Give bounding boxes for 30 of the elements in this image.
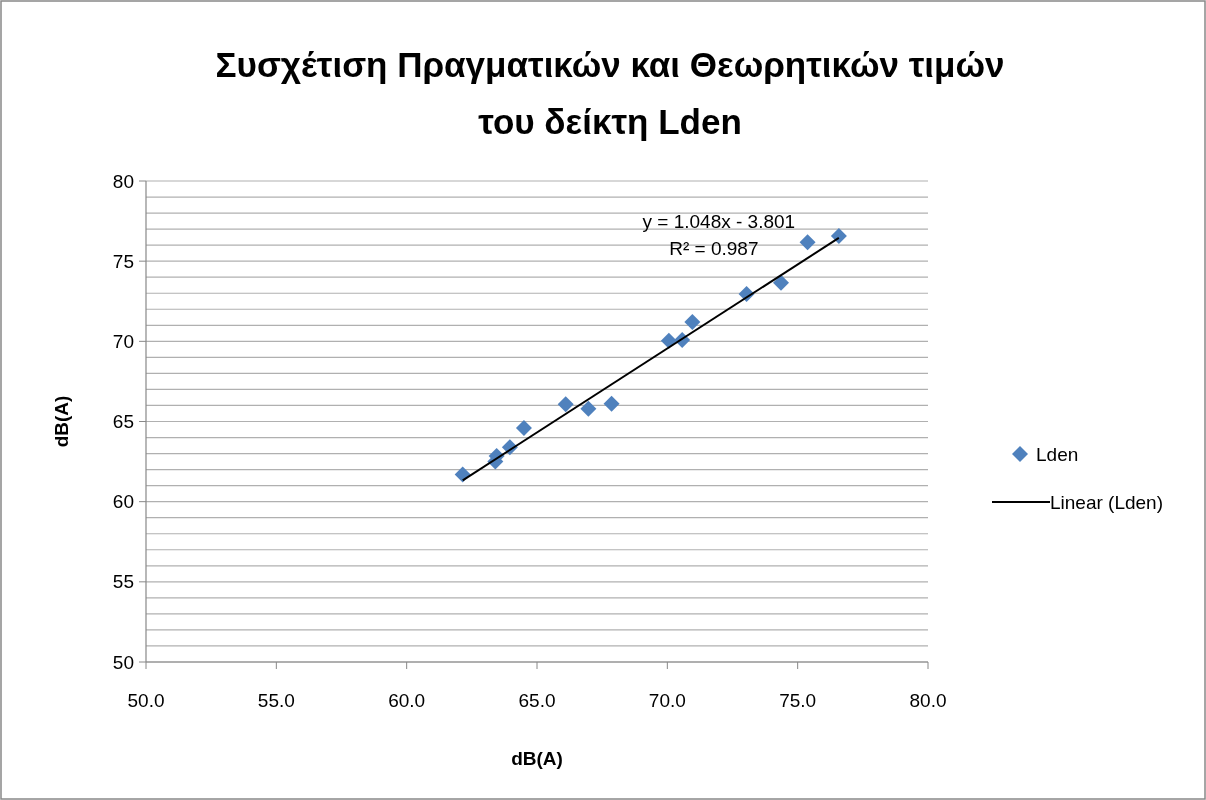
- point: [772, 274, 789, 291]
- point: [557, 396, 574, 413]
- x-tick-label: 75.0: [779, 690, 817, 711]
- y-tick-label: 75: [112, 250, 134, 272]
- x-tick-label: 65.0: [518, 690, 556, 711]
- y-tick-label: 80: [112, 170, 134, 192]
- y-tick-label: 65: [112, 411, 134, 433]
- y-tick-label: 50: [112, 651, 134, 673]
- chart-title: Συσχέτιση Πραγματικών και Θεωρητικών τιμών του δείκτη Lden: [215, 45, 1005, 141]
- y-tick-label: 55: [112, 571, 134, 593]
- y-axis-title: dB(A): [51, 395, 72, 448]
- x-tick-label: 50.0: [127, 690, 165, 711]
- x-tick-label: 80.0: [909, 690, 947, 711]
- legend-label: Lden: [1036, 443, 1079, 465]
- x-tick-label: 60.0: [388, 690, 426, 711]
- point: [580, 400, 597, 417]
- annotation: R² = 0.987: [669, 237, 759, 259]
- y-tick-label: 70: [112, 330, 134, 352]
- point: [603, 395, 620, 412]
- x-tick-label: 70.0: [648, 690, 686, 711]
- point: [660, 332, 677, 349]
- x-tick-label: 55.0: [257, 690, 295, 711]
- point: [684, 314, 701, 331]
- point: [830, 227, 847, 244]
- x-axis-title: dB(A): [511, 748, 563, 769]
- point: [799, 234, 816, 251]
- annotation: y = 1.048x - 3.801: [642, 210, 796, 232]
- legend-label: Linear (Lden): [1050, 491, 1164, 513]
- y-tick-label: 60: [112, 491, 134, 513]
- point: [515, 419, 532, 436]
